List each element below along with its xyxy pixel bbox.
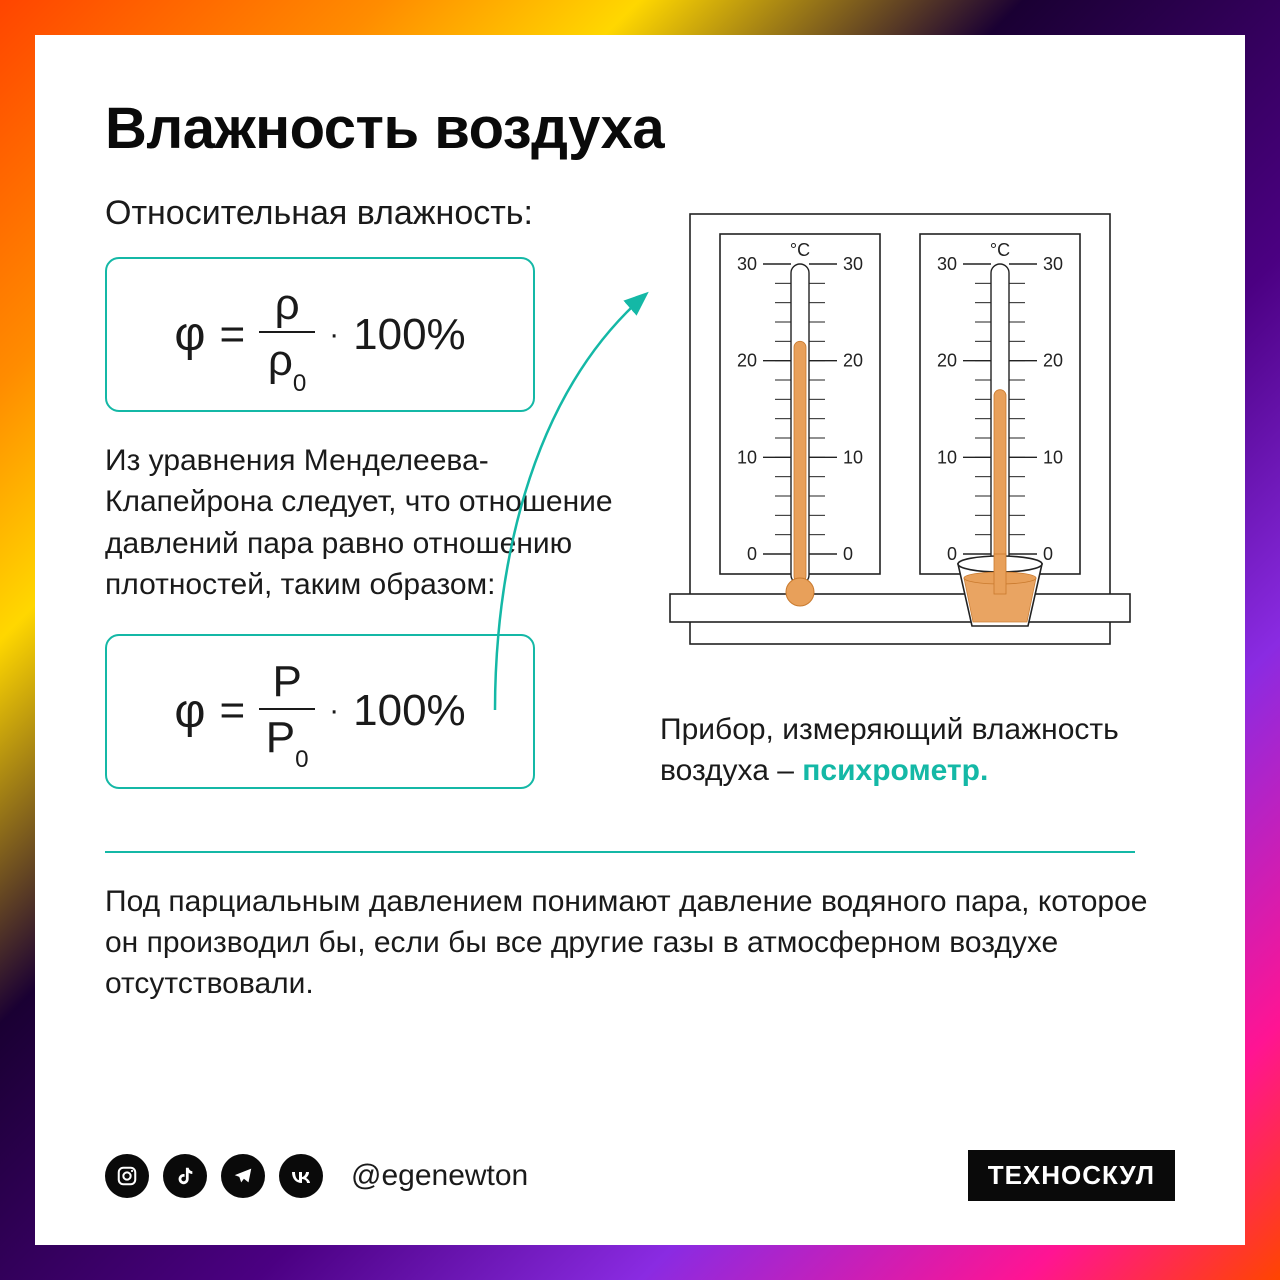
svg-text:20: 20	[937, 351, 957, 371]
formula-box-density: φ = ρ ρ0 · 100%	[105, 257, 535, 412]
svg-text:10: 10	[1043, 447, 1063, 467]
divider	[105, 851, 1135, 853]
percent: 100%	[353, 310, 466, 360]
svg-text:20: 20	[843, 351, 863, 371]
footer: @egenewton ТЕХНОСКУЛ	[105, 1150, 1175, 1201]
svg-text:0: 0	[747, 544, 757, 564]
phi-symbol: φ	[174, 684, 205, 739]
phi-symbol: φ	[174, 307, 205, 362]
brand-badge: ТЕХНОСКУЛ	[968, 1150, 1175, 1201]
fraction: P P0	[259, 660, 315, 767]
page-title: Влажность воздуха	[105, 95, 1175, 162]
svg-text:°C: °C	[790, 240, 810, 260]
svg-text:10: 10	[843, 447, 863, 467]
svg-text:30: 30	[843, 254, 863, 274]
social-handle: @egenewton	[351, 1159, 528, 1193]
formula-density: φ = ρ ρ0 · 100%	[174, 281, 465, 388]
columns: Относительная влажность: φ = ρ ρ0 · 100%…	[105, 194, 1175, 817]
vk-icon	[279, 1154, 323, 1198]
formula-box-pressure: φ = P P0 · 100%	[105, 634, 535, 789]
socials: @egenewton	[105, 1154, 528, 1198]
psychrometer-diagram: °C 30 30 20 20 10 10 0 0 °C 30 30 20 20 10 10 0 0	[660, 194, 1140, 674]
numerator: P	[272, 660, 301, 708]
svg-text:10: 10	[737, 447, 757, 467]
svg-text:0: 0	[843, 544, 853, 564]
svg-text:°C: °C	[990, 240, 1010, 260]
equals: =	[219, 686, 245, 736]
formula-pressure: φ = P P0 · 100%	[174, 658, 465, 765]
fraction: ρ ρ0	[259, 283, 315, 390]
percent: 100%	[353, 686, 466, 736]
svg-text:10: 10	[937, 447, 957, 467]
svg-text:30: 30	[937, 254, 957, 274]
denominator: ρ0	[259, 331, 315, 390]
telegram-icon	[221, 1154, 265, 1198]
numerator: ρ	[275, 283, 300, 331]
svg-text:30: 30	[737, 254, 757, 274]
tiktok-icon	[163, 1154, 207, 1198]
left-column: Относительная влажность: φ = ρ ρ0 · 100%…	[105, 194, 620, 817]
subtitle: Относительная влажность:	[105, 194, 620, 233]
svg-text:30: 30	[1043, 254, 1063, 274]
device-name: психрометр.	[802, 754, 988, 787]
svg-text:20: 20	[1043, 351, 1063, 371]
instagram-icon	[105, 1154, 149, 1198]
svg-text:0: 0	[1043, 544, 1053, 564]
middle-text: Из уравнения Менделеева-Клапейрона следу…	[105, 440, 620, 606]
right-column: °C 30 30 20 20 10 10 0 0 °C 30 30 20 20 10 10 0 0 Прибор,…	[660, 194, 1175, 817]
equals: =	[219, 310, 245, 360]
svg-text:20: 20	[737, 351, 757, 371]
svg-text:0: 0	[947, 544, 957, 564]
card: Влажность воздуха Относительная влажност…	[35, 35, 1245, 1245]
footnote: Под парциальным давлением понимают давле…	[105, 881, 1175, 1005]
denominator: P0	[259, 708, 315, 767]
dot: ·	[329, 694, 339, 728]
dot: ·	[329, 318, 339, 352]
device-caption: Прибор, измеряющий влажность воздуха – п…	[660, 709, 1175, 792]
